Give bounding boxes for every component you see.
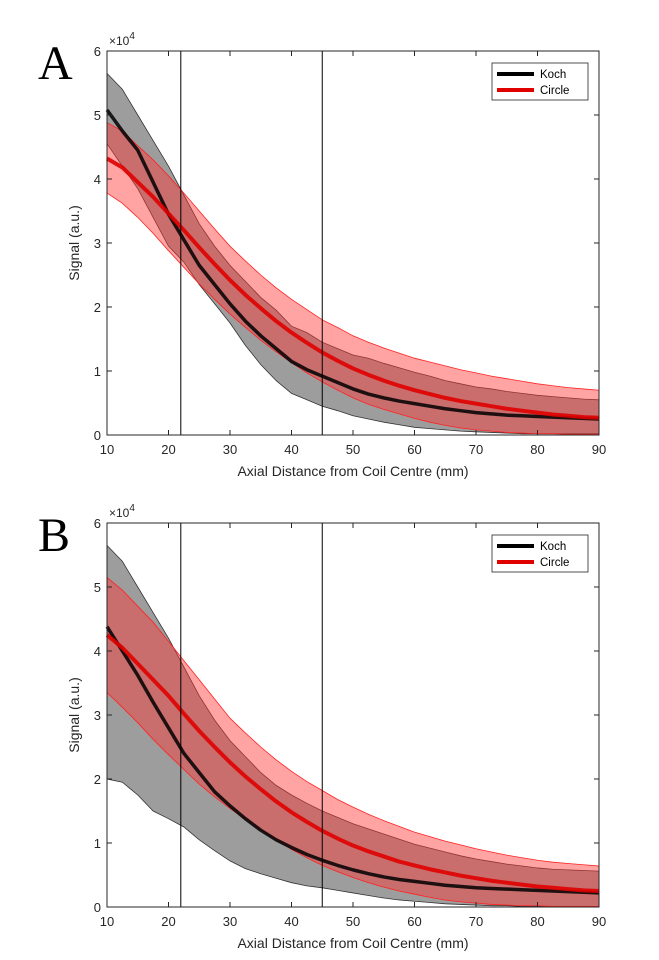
y-multiplier-exponent: 4 xyxy=(129,503,135,514)
line-circle xyxy=(105,633,600,893)
x-tick-label: 40 xyxy=(284,442,298,457)
legend-label-circle: Circle xyxy=(540,557,569,569)
x-tick-label: 20 xyxy=(161,442,175,457)
x-axis-label: Axial Distance from Coil Centre (mm) xyxy=(237,935,468,951)
y-tick-label: 5 xyxy=(94,580,101,595)
y-tick-label: 5 xyxy=(94,108,101,123)
x-tick-label: 90 xyxy=(592,914,606,929)
y-multiplier: ×104 xyxy=(109,503,135,520)
y-tick-label: 6 xyxy=(94,44,101,59)
x-tick-label: 50 xyxy=(346,442,360,457)
line-circle xyxy=(105,156,600,420)
y-tick-label: 1 xyxy=(94,364,101,379)
x-tick-label: 50 xyxy=(346,914,360,929)
y-tick-label: 4 xyxy=(94,172,101,187)
legend-label-koch: Koch xyxy=(540,69,566,81)
chart-panel-b: 10 20 30 40 50 60 70 80 90 0 1 2 3 4 5 6 ×104 Axial Dista… xyxy=(66,503,606,951)
x-tick-label: 60 xyxy=(407,914,421,929)
y-tick-label: 3 xyxy=(94,708,101,723)
legend-label-circle: Circle xyxy=(540,85,569,97)
x-tick-label: 10 xyxy=(100,442,114,457)
x-tick-label: 30 xyxy=(223,914,237,929)
y-tick-label: 2 xyxy=(94,772,101,787)
y-tick-label: 1 xyxy=(94,836,101,851)
legend-box xyxy=(491,534,589,573)
x-tick-label: 10 xyxy=(100,914,114,929)
line-koch xyxy=(105,108,600,421)
legend-label-koch: Koch xyxy=(540,541,566,553)
x-tick-label: 80 xyxy=(530,914,544,929)
panel-label-b: B xyxy=(38,509,70,562)
y-axis-label: Signal (a.u.) xyxy=(66,677,82,752)
y-tick-label: 0 xyxy=(94,428,101,443)
x-tick-label: 40 xyxy=(284,914,298,929)
y-tick-label: 2 xyxy=(94,300,101,315)
chart-panel-a: 10 20 30 40 50 60 70 80 90 0 1 2 3 4 5 6 ×104 Axial Dista… xyxy=(66,31,606,479)
y-tick-label: 6 xyxy=(94,516,101,531)
y-tick-label: 3 xyxy=(94,236,101,251)
legend-box xyxy=(491,62,589,101)
y-tick-label: 0 xyxy=(94,900,101,915)
y-multiplier-exponent: 4 xyxy=(129,31,135,42)
x-tick-label: 90 xyxy=(592,442,606,457)
x-tick-label: 80 xyxy=(530,442,544,457)
line-koch xyxy=(105,625,600,895)
x-tick-label: 70 xyxy=(469,914,483,929)
panel-label-a: A xyxy=(38,37,73,90)
x-tick-label: 70 xyxy=(469,442,483,457)
x-tick-label: 60 xyxy=(407,442,421,457)
x-tick-label: 30 xyxy=(223,442,237,457)
y-axis-label: Signal (a.u.) xyxy=(66,205,82,280)
y-tick-label: 4 xyxy=(94,644,101,659)
x-tick-label: 20 xyxy=(161,914,175,929)
y-multiplier: ×104 xyxy=(109,31,135,48)
x-axis-label: Axial Distance from Coil Centre (mm) xyxy=(237,463,468,479)
